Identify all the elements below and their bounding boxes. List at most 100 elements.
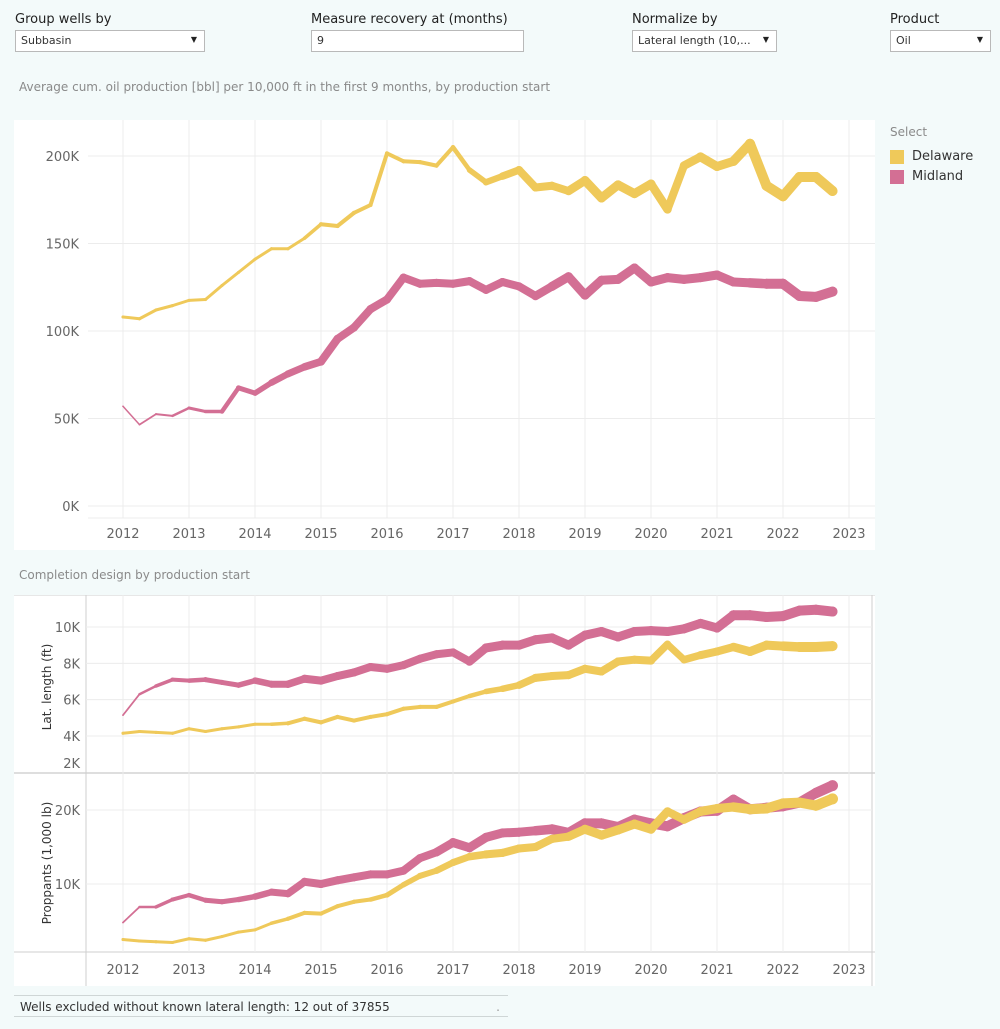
normalize-by-select[interactable]: Lateral length (10,... ▼ bbox=[632, 30, 777, 52]
lat-delaware-point bbox=[467, 694, 472, 699]
midland-point bbox=[138, 423, 141, 426]
midland-point bbox=[630, 263, 639, 273]
measure-recovery-control: Measure recovery at (months) 9 bbox=[311, 12, 524, 52]
delaware-segment bbox=[253, 247, 273, 261]
proppants-delaware-point bbox=[482, 850, 490, 859]
lat-midland-point bbox=[597, 627, 606, 637]
group-wells-by-value: Subbasin bbox=[21, 34, 72, 47]
lat-delaware-point bbox=[434, 704, 439, 709]
proppants-midland-point bbox=[252, 893, 258, 900]
lat-delaware-segment bbox=[385, 706, 406, 717]
lat-midland-point bbox=[580, 630, 590, 640]
lat-delaware-segment bbox=[204, 727, 224, 733]
proppants-midland-point bbox=[300, 877, 309, 886]
lat-delaware-segment bbox=[286, 716, 307, 726]
proppants-delaware-point bbox=[811, 800, 821, 811]
proppants-delaware-point bbox=[630, 819, 639, 829]
lat-midland-point bbox=[564, 640, 573, 650]
delaware-point bbox=[531, 183, 540, 192]
lat-delaware-point bbox=[187, 727, 191, 731]
proppants-delaware-point bbox=[498, 848, 507, 857]
lat-delaware-point bbox=[418, 704, 422, 709]
midland-segment bbox=[350, 305, 375, 332]
proppants-delaware-series bbox=[121, 793, 838, 944]
proppants-delaware-segment bbox=[187, 937, 207, 942]
production-chart-panel: 2012 2013 2014 2015 2016 2017 2018 2019 2020 2021… bbox=[14, 120, 875, 550]
completion-chart-title: Completion design by production start bbox=[19, 568, 250, 582]
lat-delaware-point bbox=[597, 667, 606, 676]
lat-midland-point bbox=[122, 714, 124, 716]
midland-point bbox=[712, 270, 722, 280]
lat-delaware-point bbox=[729, 642, 738, 651]
delaware-point bbox=[154, 308, 158, 312]
midland-point bbox=[580, 290, 590, 300]
lat-midland-point bbox=[778, 611, 788, 622]
lat-delaware-point bbox=[220, 727, 224, 731]
delaware-point bbox=[696, 152, 705, 162]
proppants-delaware-point bbox=[613, 825, 623, 835]
x-tick-label: 2018 bbox=[502, 963, 535, 978]
legend-item-delaware[interactable]: Delaware bbox=[890, 149, 973, 164]
proppants-midland-point bbox=[481, 832, 491, 842]
midland-point bbox=[236, 385, 241, 391]
proppants-midland-point bbox=[203, 897, 208, 903]
midland-series bbox=[122, 263, 838, 426]
delaware-segment bbox=[745, 138, 772, 191]
proppants-midland-point bbox=[317, 880, 325, 888]
delaware-point bbox=[778, 191, 788, 202]
delaware-point bbox=[204, 298, 207, 301]
midland-segment bbox=[155, 413, 174, 417]
proppants-midland-point bbox=[154, 905, 158, 909]
legend-item-midland[interactable]: Midland bbox=[890, 169, 973, 184]
legend-label-midland: Midland bbox=[912, 169, 964, 184]
lat-midland-point bbox=[663, 627, 672, 637]
lat-delaware-segment bbox=[352, 714, 373, 723]
midland-segment bbox=[236, 385, 258, 396]
proppants-midland-point bbox=[448, 838, 458, 848]
midland-point bbox=[122, 405, 124, 407]
proppants-delaware-point bbox=[319, 911, 323, 916]
lat-delaware-segment bbox=[138, 729, 158, 734]
lat-midland-point bbox=[219, 679, 225, 685]
group-wells-by-select[interactable]: Subbasin ▼ bbox=[15, 30, 205, 52]
product-select[interactable]: Oil ▼ bbox=[890, 30, 991, 52]
proppants-midland-point bbox=[811, 787, 821, 798]
delaware-segment bbox=[385, 151, 406, 164]
lat-delaware-segment bbox=[434, 699, 455, 709]
delaware-point bbox=[335, 224, 340, 228]
delaware-segment bbox=[171, 298, 191, 308]
proppants-delaware-point bbox=[171, 940, 174, 944]
lat-delaware-point bbox=[564, 671, 573, 680]
y-tick-label: 20K bbox=[55, 804, 81, 819]
lat-midland-point bbox=[465, 657, 474, 666]
proppants-midland-segment bbox=[154, 897, 175, 909]
measure-recovery-input[interactable]: 9 bbox=[311, 30, 524, 52]
lat-midland-point bbox=[745, 610, 755, 621]
lat-midland-point bbox=[498, 640, 507, 650]
legend: Select Delaware Midland bbox=[890, 125, 973, 189]
delaware-segment bbox=[515, 166, 540, 192]
midland-segment bbox=[252, 379, 275, 396]
delaware-segment bbox=[138, 308, 158, 321]
lat-midland-segment bbox=[219, 679, 241, 688]
lat-midland-point bbox=[547, 633, 557, 643]
delaware-point bbox=[597, 193, 606, 203]
delaware-segment bbox=[663, 161, 688, 214]
lat-midland-segment bbox=[203, 677, 225, 685]
proppants-midland-point bbox=[219, 899, 225, 905]
delaware-point bbox=[729, 156, 738, 166]
delaware-point bbox=[483, 179, 489, 186]
proppants-delaware-point bbox=[220, 935, 224, 939]
delaware-point bbox=[451, 145, 455, 150]
lat-midland-point bbox=[432, 650, 441, 659]
delaware-point bbox=[253, 257, 257, 261]
delaware-point bbox=[663, 205, 672, 214]
proppants-midland-point bbox=[383, 870, 391, 879]
delaware-point bbox=[712, 162, 722, 171]
lat-delaware-point bbox=[745, 647, 755, 657]
normalize-by-control: Normalize by Lateral length (10,... ▼ bbox=[632, 12, 777, 52]
lat-midland-point bbox=[481, 643, 491, 653]
proppants-delaware-point bbox=[729, 802, 738, 812]
midland-point bbox=[794, 291, 805, 301]
midland-point bbox=[204, 410, 207, 413]
